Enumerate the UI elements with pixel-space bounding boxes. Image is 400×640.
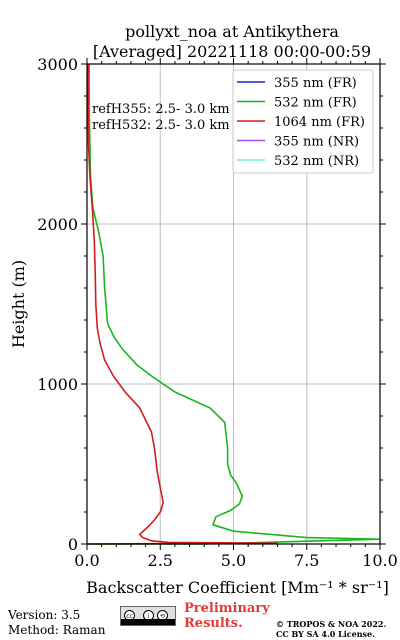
preliminary-notice: Preliminary Results. xyxy=(184,601,270,631)
x-tick-label: 7.5 xyxy=(294,551,319,570)
series-line-532-nm-fr- xyxy=(88,63,381,545)
x-tick-label: 5.0 xyxy=(221,551,246,570)
y-axis-label: Height (m) xyxy=(9,260,28,348)
chart-title-line1: pollyxt_noa at Antikythera xyxy=(125,22,339,41)
y-tick-label: 0 xyxy=(68,535,78,554)
preliminary-line1: Preliminary xyxy=(184,601,270,616)
y-tick-label: 1000 xyxy=(37,375,78,394)
legend-box xyxy=(232,69,374,174)
copyright-line1: © TROPOS & NOA 2022. xyxy=(276,619,387,629)
copyright-notice: © TROPOS & NOA 2022. CC BY SA 4.0 Licens… xyxy=(276,619,386,639)
series-line-1064-nm-fr- xyxy=(86,64,278,545)
x-tick-label: 0.0 xyxy=(74,551,99,570)
x-tick-label: 10.0 xyxy=(362,551,398,570)
method-label: Method: Raman xyxy=(8,623,106,637)
preliminary-line2: Results. xyxy=(184,616,243,631)
legend-entry: 1064 nm (FR) xyxy=(274,115,365,130)
chart-title-line2: [Averaged] 20221118 00:00-00:59 xyxy=(92,42,372,61)
legend-entry: 355 nm (NR) xyxy=(274,135,359,150)
y-tick-label: 2000 xyxy=(37,215,78,234)
x-axis-label: Backscatter Coefficient [Mm⁻¹ * sr⁻¹] xyxy=(86,578,389,597)
copyright-line2: CC BY SA 4.0 License. xyxy=(276,629,375,639)
x-tick-label: 2.5 xyxy=(148,551,173,570)
legend-entry: 355 nm (FR) xyxy=(274,76,357,91)
cc-license-badge: cc i ⟲ xyxy=(120,606,176,626)
reference-height-355: refH355: 2.5- 3.0 km xyxy=(92,102,230,117)
legend-entry: 532 nm (NR) xyxy=(274,154,359,169)
y-tick-label: 3000 xyxy=(37,55,78,74)
version-label: Version: 3.5 xyxy=(8,608,81,622)
reference-height-532: refH532: 2.5- 3.0 km xyxy=(92,118,230,133)
legend-entry: 532 nm (FR) xyxy=(274,96,357,111)
